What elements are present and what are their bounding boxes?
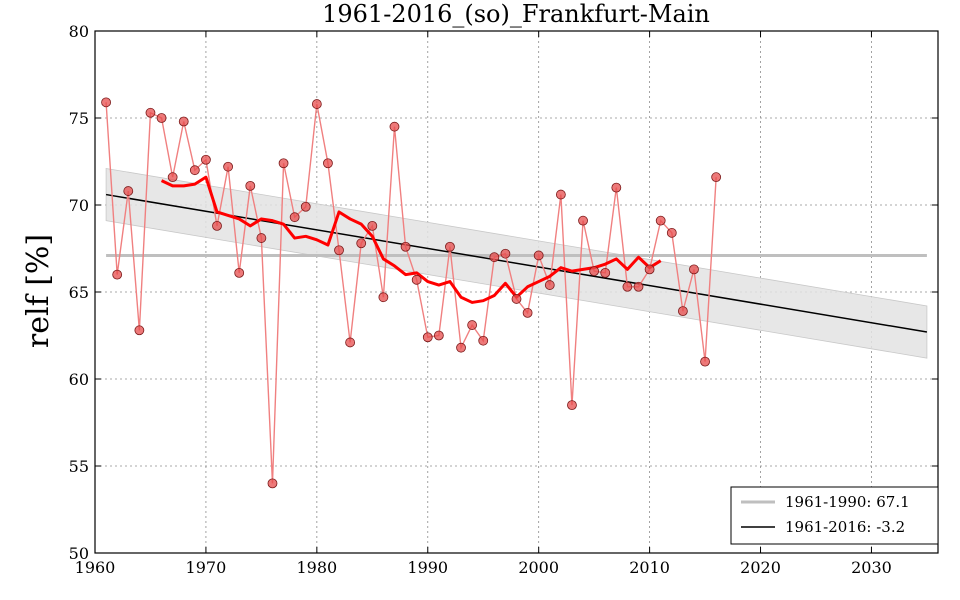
series-lines [105, 102, 928, 484]
y-tick-label: 55 [69, 457, 89, 476]
data-point [644, 264, 655, 275]
data-point [478, 335, 489, 346]
x-tick-label: 2030 [851, 558, 892, 577]
x-tick-label: 2020 [740, 558, 781, 577]
data-point [445, 241, 455, 252]
data-point [123, 186, 134, 196]
data-point [311, 99, 322, 109]
trend-line [105, 193, 928, 333]
y-tick-label: 70 [69, 196, 89, 215]
data-point [278, 158, 289, 169]
data-point [223, 161, 234, 172]
x-tick-label: 2010 [629, 558, 670, 577]
y-tick-label: 75 [69, 109, 89, 128]
data-point [467, 320, 478, 330]
data-point [323, 158, 333, 169]
data-point [389, 121, 400, 132]
data-point [622, 281, 633, 292]
data-point [456, 342, 466, 353]
legend-label-trend: 1961-2016: -3.2 [785, 518, 905, 536]
data-point [145, 107, 156, 118]
data-point [189, 165, 200, 176]
data-point [633, 281, 644, 292]
data-points [101, 97, 722, 489]
data-point [234, 267, 245, 278]
data-point [256, 233, 267, 243]
data-point [533, 250, 544, 261]
data-point [156, 113, 167, 123]
data-point [201, 154, 211, 165]
y-axis-label: relf [%] [21, 234, 56, 348]
data-point [555, 189, 566, 200]
data-point [378, 292, 389, 303]
data-point [433, 330, 444, 341]
data-point [689, 264, 699, 275]
data-point [666, 227, 677, 238]
axes: 1960 1970 1980 1990 2000 2010 2020 2030 50 55 60 65… [69, 22, 939, 577]
data-point [212, 220, 222, 231]
data-point [522, 307, 533, 318]
data-point [567, 400, 577, 411]
data-point [334, 245, 344, 256]
x-tick-label: 1980 [296, 558, 337, 577]
data-point [245, 180, 256, 191]
data-point [289, 212, 300, 223]
data-point [167, 172, 178, 183]
data-point [300, 201, 311, 212]
data-point [356, 238, 367, 249]
data-point [367, 220, 378, 231]
data-point [611, 182, 622, 193]
data-point [655, 215, 666, 226]
annual-values-line [105, 102, 717, 484]
chart-title: 1961-2016_(so)_Frankfurt-Main [322, 0, 710, 28]
y-tick-label: 80 [69, 22, 89, 41]
legend-label-reference: 1961-1990: 67.1 [785, 493, 910, 511]
data-point [101, 97, 111, 108]
data-point [700, 356, 710, 367]
data-point [500, 248, 511, 259]
data-point [578, 215, 588, 226]
y-tick-label: 50 [69, 544, 89, 563]
data-point [400, 241, 411, 252]
data-point [267, 478, 278, 489]
data-point [711, 172, 722, 183]
data-point [422, 332, 433, 343]
y-tick-label: 65 [69, 283, 89, 302]
data-point [134, 325, 145, 336]
data-point [112, 269, 123, 280]
legend-frame [730, 486, 939, 545]
x-tick-label: 1970 [186, 558, 227, 577]
data-point [511, 294, 522, 304]
data-point [600, 267, 611, 278]
moving-average-line [160, 175, 662, 304]
legend: 1961-1990: 67.1 1961-2016: -3.2 [730, 486, 939, 545]
data-point [489, 252, 500, 263]
data-point [178, 116, 189, 127]
y-tick-label: 60 [69, 370, 89, 389]
data-point [411, 274, 422, 285]
data-point [544, 280, 555, 290]
x-tick-label: 1960 [75, 558, 116, 577]
data-point [345, 337, 356, 348]
x-tick-label: 2000 [518, 558, 559, 577]
data-point [677, 306, 688, 317]
x-tick-label: 1990 [407, 558, 448, 577]
data-point [589, 266, 600, 277]
